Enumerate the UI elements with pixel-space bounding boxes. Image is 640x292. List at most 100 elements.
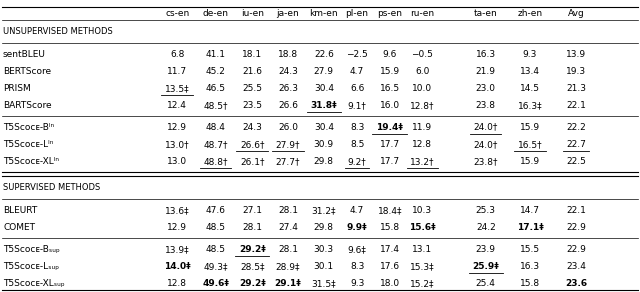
- Text: 24.0†: 24.0†: [474, 140, 498, 149]
- Text: 8.3: 8.3: [350, 262, 364, 271]
- Text: 13.0†: 13.0†: [165, 140, 189, 149]
- Text: 49.3‡: 49.3‡: [204, 262, 228, 271]
- Text: 24.0†: 24.0†: [474, 123, 498, 132]
- Text: 15.5: 15.5: [520, 245, 540, 254]
- Text: 48.8†: 48.8†: [204, 157, 228, 166]
- Text: 13.5‡: 13.5‡: [165, 84, 189, 93]
- Text: 24.2: 24.2: [476, 223, 495, 232]
- Text: de-en: de-en: [203, 8, 228, 18]
- Text: 18.0: 18.0: [380, 279, 400, 288]
- Text: iu-en: iu-en: [241, 8, 264, 18]
- Text: 12.8: 12.8: [412, 140, 433, 149]
- Text: 22.1: 22.1: [566, 101, 586, 110]
- Text: zh-en: zh-en: [517, 8, 543, 18]
- Text: 29.8: 29.8: [314, 223, 334, 232]
- Text: 41.1: 41.1: [205, 50, 226, 59]
- Text: 9.3: 9.3: [523, 50, 537, 59]
- Text: 15.9: 15.9: [520, 157, 540, 166]
- Text: 28.1: 28.1: [242, 223, 262, 232]
- Text: 9.2†: 9.2†: [348, 157, 367, 166]
- Text: 21.6: 21.6: [242, 67, 262, 76]
- Text: 22.1: 22.1: [566, 206, 586, 215]
- Text: 4.7: 4.7: [350, 206, 364, 215]
- Text: 16.5: 16.5: [380, 84, 400, 93]
- Text: 25.5: 25.5: [242, 84, 262, 93]
- Text: cs-en: cs-en: [165, 8, 189, 18]
- Text: 17.7: 17.7: [380, 157, 400, 166]
- Text: BERTScore: BERTScore: [3, 67, 51, 76]
- Text: 22.6: 22.6: [314, 50, 334, 59]
- Text: 17.6: 17.6: [380, 262, 400, 271]
- Text: 10.0: 10.0: [412, 84, 433, 93]
- Text: 23.8†: 23.8†: [474, 157, 498, 166]
- Text: 30.1: 30.1: [314, 262, 334, 271]
- Text: 25.9‡: 25.9‡: [472, 262, 499, 271]
- Text: 26.3: 26.3: [278, 84, 298, 93]
- Text: 17.1‡: 17.1‡: [516, 223, 543, 232]
- Text: 25.3: 25.3: [476, 206, 496, 215]
- Text: 29.2‡: 29.2‡: [239, 279, 266, 288]
- Text: BLEURT: BLEURT: [3, 206, 37, 215]
- Text: 47.6: 47.6: [205, 206, 226, 215]
- Text: ru-en: ru-en: [410, 8, 435, 18]
- Text: 31.5‡: 31.5‡: [312, 279, 336, 288]
- Text: 9.6‡: 9.6‡: [348, 245, 367, 254]
- Text: 13.0: 13.0: [167, 157, 188, 166]
- Text: 15.6‡: 15.6‡: [409, 223, 436, 232]
- Text: sentBLEU: sentBLEU: [3, 50, 46, 59]
- Text: T5Sᴄᴏᴄᴇ-Lₛᵤₚ: T5Sᴄᴏᴄᴇ-Lₛᵤₚ: [3, 262, 59, 271]
- Text: 12.9: 12.9: [167, 123, 188, 132]
- Text: 24.3: 24.3: [278, 67, 298, 76]
- Text: Avg: Avg: [568, 8, 584, 18]
- Text: 29.1‡: 29.1‡: [275, 279, 301, 288]
- Text: 8.5: 8.5: [350, 140, 364, 149]
- Text: 11.7: 11.7: [167, 67, 188, 76]
- Text: 13.4: 13.4: [520, 67, 540, 76]
- Text: 30.4: 30.4: [314, 123, 334, 132]
- Text: 13.2†: 13.2†: [410, 157, 435, 166]
- Text: −0.5: −0.5: [412, 50, 433, 59]
- Text: 48.5: 48.5: [205, 245, 226, 254]
- Text: 15.8: 15.8: [380, 223, 400, 232]
- Text: 30.9: 30.9: [314, 140, 334, 149]
- Text: 26.6: 26.6: [278, 101, 298, 110]
- Text: 21.9: 21.9: [476, 67, 496, 76]
- Text: 28.1: 28.1: [278, 245, 298, 254]
- Text: 11.9: 11.9: [412, 123, 433, 132]
- Text: 23.6: 23.6: [565, 279, 587, 288]
- Text: 6.6: 6.6: [350, 84, 364, 93]
- Text: ja-en: ja-en: [276, 8, 300, 18]
- Text: 26.0: 26.0: [278, 123, 298, 132]
- Text: 23.0: 23.0: [476, 84, 496, 93]
- Text: 8.3: 8.3: [350, 123, 364, 132]
- Text: 16.0: 16.0: [380, 101, 400, 110]
- Text: 13.9: 13.9: [566, 50, 586, 59]
- Text: T5Sᴄᴏᴄᴇ-XLᴵⁿ: T5Sᴄᴏᴄᴇ-XLᴵⁿ: [3, 157, 59, 166]
- Text: 19.4‡: 19.4‡: [376, 123, 403, 132]
- Text: T5Sᴄᴏᴄᴇ-Bᴵⁿ: T5Sᴄᴏᴄᴇ-Bᴵⁿ: [3, 123, 54, 132]
- Text: 48.5: 48.5: [205, 223, 226, 232]
- Text: 31.2‡: 31.2‡: [312, 206, 336, 215]
- Text: 15.9: 15.9: [520, 123, 540, 132]
- Text: 22.7: 22.7: [566, 140, 586, 149]
- Text: 14.5: 14.5: [520, 84, 540, 93]
- Text: 22.2: 22.2: [566, 123, 586, 132]
- Text: 23.8: 23.8: [476, 101, 496, 110]
- Text: 27.1: 27.1: [242, 206, 262, 215]
- Text: 9.6: 9.6: [383, 50, 397, 59]
- Text: 12.4: 12.4: [167, 101, 188, 110]
- Text: T5Sᴄᴏᴄᴇ-XLₛᵤₚ: T5Sᴄᴏᴄᴇ-XLₛᵤₚ: [3, 279, 65, 288]
- Text: 17.7: 17.7: [380, 140, 400, 149]
- Text: 23.4: 23.4: [566, 262, 586, 271]
- Text: 48.7†: 48.7†: [204, 140, 228, 149]
- Text: 17.4: 17.4: [380, 245, 400, 254]
- Text: T5Sᴄᴏᴄᴇ-Lᴵⁿ: T5Sᴄᴏᴄᴇ-Lᴵⁿ: [3, 140, 53, 149]
- Text: 18.1: 18.1: [242, 50, 262, 59]
- Text: 19.3: 19.3: [566, 67, 586, 76]
- Text: 12.8: 12.8: [167, 279, 188, 288]
- Text: 48.4: 48.4: [205, 123, 226, 132]
- Text: 27.9†: 27.9†: [276, 140, 300, 149]
- Text: 27.9: 27.9: [314, 67, 334, 76]
- Text: 46.5: 46.5: [205, 84, 226, 93]
- Text: 24.3: 24.3: [242, 123, 262, 132]
